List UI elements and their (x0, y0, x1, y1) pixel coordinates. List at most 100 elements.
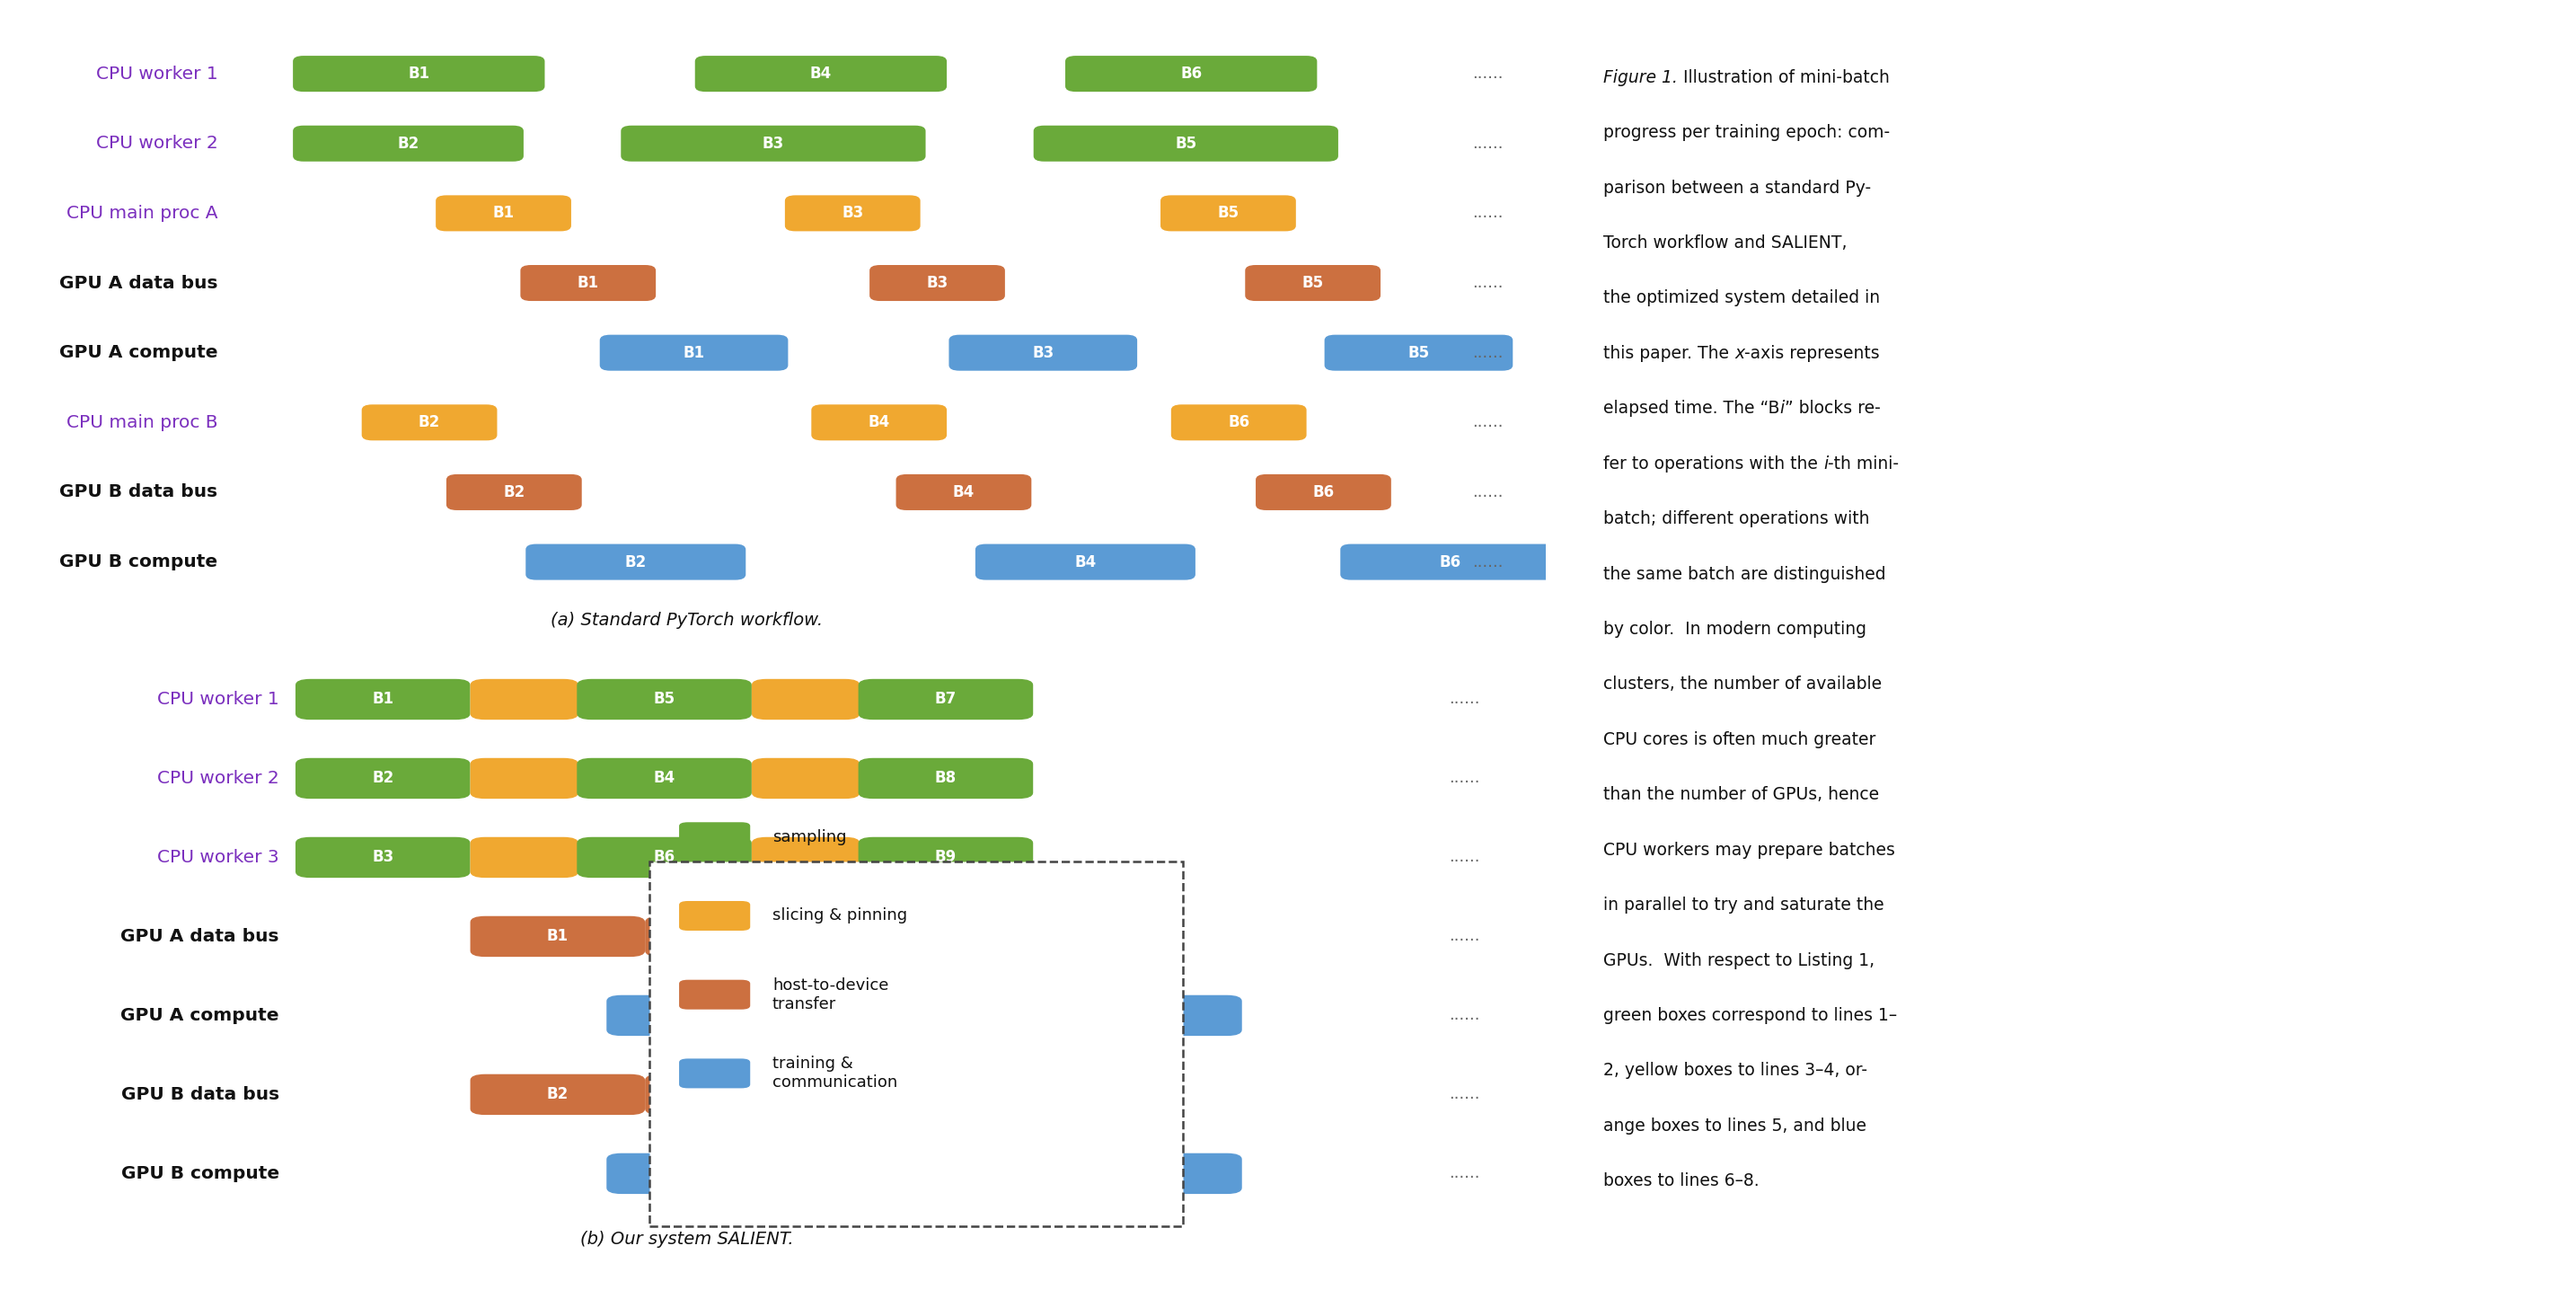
Text: CPU worker 1: CPU worker 1 (157, 691, 278, 708)
Text: B8: B8 (935, 770, 956, 787)
Text: B3: B3 (1033, 344, 1054, 361)
Text: ” blocks re-: ” blocks re- (1785, 400, 1880, 417)
FancyBboxPatch shape (1255, 475, 1391, 511)
Text: B2: B2 (371, 770, 394, 787)
FancyBboxPatch shape (1033, 125, 1337, 161)
Text: GPU B data bus: GPU B data bus (121, 1086, 278, 1103)
Text: ......: ...... (1471, 135, 1502, 152)
Text: B4: B4 (654, 770, 675, 787)
FancyBboxPatch shape (1066, 55, 1316, 92)
Text: B5: B5 (1218, 205, 1239, 222)
Text: B6: B6 (1126, 1165, 1146, 1182)
Text: than the number of GPUs, hence: than the number of GPUs, hence (1602, 787, 1880, 804)
Text: B2: B2 (417, 414, 440, 431)
FancyBboxPatch shape (1159, 195, 1296, 231)
Text: B3: B3 (842, 205, 863, 222)
FancyBboxPatch shape (294, 55, 544, 92)
FancyBboxPatch shape (994, 1075, 1170, 1115)
Text: B8: B8 (1072, 1086, 1092, 1103)
FancyBboxPatch shape (471, 1075, 644, 1115)
Text: B1: B1 (683, 344, 706, 361)
Text: GPU A compute: GPU A compute (59, 344, 219, 361)
Text: in parallel to try and saturate the: in parallel to try and saturate the (1602, 897, 1886, 913)
Text: 2, yellow boxes to lines 3–4, or-: 2, yellow boxes to lines 3–4, or- (1602, 1062, 1868, 1080)
FancyBboxPatch shape (296, 759, 471, 799)
Text: ......: ...... (1448, 1165, 1479, 1182)
Text: parison between a standard Py-: parison between a standard Py- (1602, 179, 1870, 196)
Text: B4: B4 (1074, 553, 1097, 570)
Text: ......: ...... (1448, 691, 1479, 707)
Text: B2: B2 (546, 1086, 569, 1103)
Text: ......: ...... (1471, 344, 1502, 361)
Text: ......: ...... (1471, 205, 1502, 222)
FancyBboxPatch shape (577, 759, 752, 799)
FancyBboxPatch shape (819, 995, 1030, 1036)
Text: GPUs.  With respect to Listing 1,: GPUs. With respect to Listing 1, (1602, 952, 1875, 969)
Text: GPU B compute: GPU B compute (59, 553, 219, 570)
FancyBboxPatch shape (361, 405, 497, 440)
Text: B1: B1 (701, 1007, 724, 1023)
Text: i: i (1824, 455, 1829, 472)
Text: B4: B4 (721, 1086, 744, 1103)
FancyBboxPatch shape (577, 679, 752, 720)
Text: B2: B2 (626, 553, 647, 570)
Text: CPU main proc B: CPU main proc B (67, 414, 219, 431)
Text: progress per training epoch: com-: progress per training epoch: com- (1602, 124, 1891, 142)
Text: (a) Standard PyTorch workflow.: (a) Standard PyTorch workflow. (551, 613, 822, 630)
Text: B6: B6 (1440, 553, 1461, 570)
Text: CPU main proc A: CPU main proc A (67, 205, 219, 222)
FancyBboxPatch shape (994, 916, 1170, 957)
Text: -th mini-: -th mini- (1829, 455, 1899, 472)
FancyBboxPatch shape (680, 822, 750, 851)
Text: GPU B data bus: GPU B data bus (59, 484, 219, 501)
Text: ......: ...... (1471, 484, 1502, 501)
FancyBboxPatch shape (896, 475, 1030, 511)
Text: B6: B6 (1180, 66, 1203, 81)
Text: B5: B5 (654, 691, 675, 707)
Text: B3: B3 (371, 849, 394, 866)
FancyBboxPatch shape (752, 837, 860, 877)
Text: elapsed time. The “B: elapsed time. The “B (1602, 400, 1780, 417)
Text: B1: B1 (492, 205, 515, 222)
Text: B4: B4 (953, 484, 974, 501)
Text: B3: B3 (914, 1007, 935, 1023)
FancyBboxPatch shape (1030, 995, 1242, 1036)
Text: B5: B5 (1409, 344, 1430, 361)
Text: host-to-device
transfer: host-to-device transfer (773, 978, 889, 1013)
Text: Figure 1.: Figure 1. (1602, 68, 1677, 86)
Text: GPU A data bus: GPU A data bus (121, 928, 278, 946)
FancyBboxPatch shape (296, 679, 471, 720)
Text: GPU B compute: GPU B compute (121, 1165, 278, 1182)
Text: green boxes correspond to lines 1–: green boxes correspond to lines 1– (1602, 1007, 1899, 1024)
FancyBboxPatch shape (871, 264, 1005, 301)
Text: B1: B1 (546, 929, 569, 944)
Text: B4: B4 (809, 66, 832, 81)
Text: ......: ...... (1448, 849, 1479, 866)
FancyBboxPatch shape (471, 759, 580, 799)
Text: B4: B4 (868, 414, 889, 431)
FancyBboxPatch shape (680, 1059, 750, 1089)
Text: B5: B5 (1301, 275, 1324, 292)
Text: by color.  In modern computing: by color. In modern computing (1602, 620, 1868, 637)
Text: slicing & pinning: slicing & pinning (773, 908, 907, 924)
Text: B7: B7 (1072, 929, 1092, 944)
FancyBboxPatch shape (526, 544, 747, 580)
FancyBboxPatch shape (605, 1153, 819, 1195)
FancyBboxPatch shape (858, 837, 1033, 877)
FancyBboxPatch shape (577, 837, 752, 877)
Text: B2: B2 (502, 484, 526, 501)
FancyBboxPatch shape (680, 900, 750, 930)
Text: this paper. The: this paper. The (1602, 344, 1734, 362)
Text: x: x (1734, 344, 1744, 362)
Text: CPU cores is often much greater: CPU cores is often much greater (1602, 731, 1875, 748)
Text: ange boxes to lines 5, and blue: ange boxes to lines 5, and blue (1602, 1117, 1868, 1134)
FancyBboxPatch shape (1172, 405, 1306, 440)
Text: ......: ...... (1448, 1086, 1479, 1103)
FancyBboxPatch shape (1030, 1153, 1242, 1195)
Text: ......: ...... (1471, 414, 1502, 431)
FancyBboxPatch shape (752, 759, 860, 799)
FancyBboxPatch shape (819, 1075, 994, 1115)
Text: ......: ...... (1471, 275, 1502, 292)
Text: B1: B1 (577, 275, 600, 292)
FancyBboxPatch shape (520, 264, 657, 301)
